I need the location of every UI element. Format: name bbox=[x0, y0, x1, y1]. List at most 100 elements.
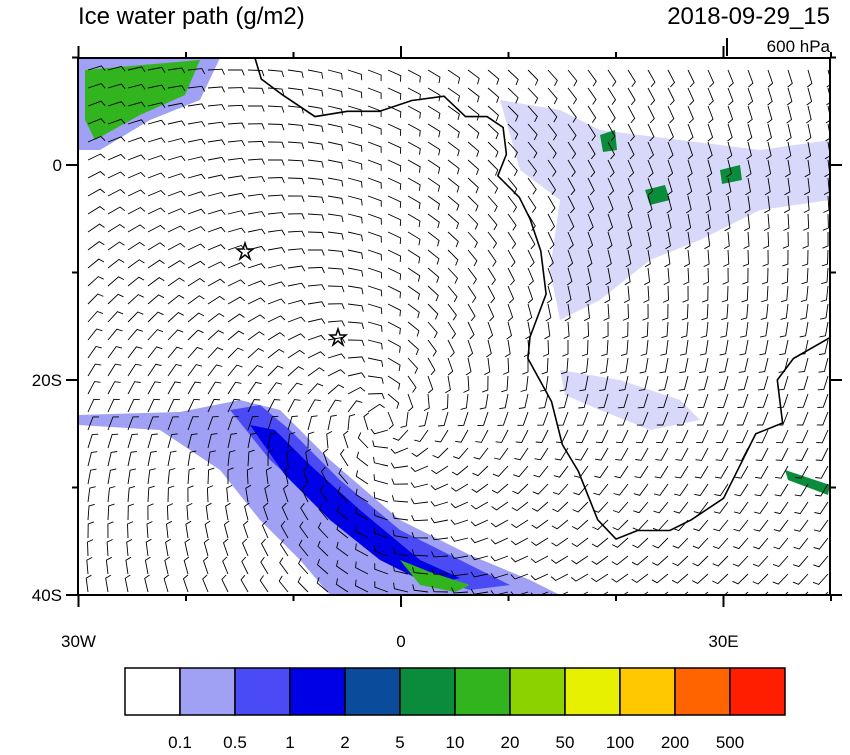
wind-barb bbox=[717, 393, 729, 408]
wind-barb bbox=[107, 206, 126, 215]
wind-barb bbox=[550, 573, 569, 582]
wind-barb bbox=[327, 159, 344, 169]
wind-barb bbox=[626, 231, 632, 250]
wind-barb bbox=[287, 213, 305, 220]
colorbar-label: 500 bbox=[716, 733, 744, 750]
wind-barb bbox=[627, 213, 633, 232]
wind-barb bbox=[347, 159, 363, 170]
wind-barb bbox=[567, 159, 576, 177]
wind-barb bbox=[407, 357, 419, 374]
colorbar-box bbox=[344, 667, 401, 716]
wind-barb bbox=[225, 502, 231, 521]
wind-barb bbox=[374, 563, 389, 575]
wind-barb bbox=[797, 393, 809, 408]
wind-barb bbox=[279, 557, 289, 575]
wind-barb bbox=[387, 375, 401, 390]
wind-barb bbox=[367, 69, 382, 81]
wind-barb bbox=[411, 566, 429, 575]
wind-barb bbox=[207, 347, 224, 359]
wind-barb bbox=[207, 416, 219, 431]
wind-barb bbox=[87, 503, 95, 521]
wind-barb bbox=[207, 330, 224, 341]
wind-barb bbox=[631, 573, 649, 584]
wind-barb bbox=[227, 296, 246, 305]
wind-barb bbox=[267, 415, 279, 431]
wind-barb bbox=[127, 101, 146, 108]
wind-barb bbox=[792, 573, 809, 585]
wind-barb bbox=[583, 303, 590, 322]
wind-barb bbox=[567, 231, 574, 250]
wind-barb bbox=[471, 483, 489, 493]
wind-barb bbox=[203, 538, 210, 557]
wind-barb bbox=[307, 383, 324, 395]
wind-barb bbox=[355, 488, 369, 503]
wind-barb bbox=[87, 539, 94, 557]
wind-barb bbox=[317, 522, 329, 539]
wind-barb bbox=[247, 211, 266, 218]
wind-barb bbox=[411, 549, 429, 557]
wind-barb bbox=[267, 432, 277, 449]
wind-barb bbox=[87, 521, 94, 539]
wind-barb bbox=[187, 121, 206, 127]
wind-barb bbox=[735, 465, 749, 479]
wind-barb bbox=[716, 429, 729, 444]
wind-barb bbox=[373, 474, 389, 485]
wind-barb bbox=[279, 539, 289, 557]
wind-barb bbox=[562, 340, 569, 357]
wind-barb bbox=[184, 538, 191, 557]
wind-barb bbox=[387, 321, 401, 335]
wind-barb bbox=[447, 249, 459, 266]
wind-barb bbox=[707, 123, 714, 142]
wind-barb bbox=[227, 347, 244, 359]
wind-barb bbox=[347, 123, 363, 135]
wind-barb bbox=[87, 468, 97, 485]
wind-barb bbox=[587, 177, 595, 196]
wind-barb bbox=[147, 242, 166, 251]
wind-barb bbox=[87, 171, 106, 179]
map-frame bbox=[77, 57, 831, 596]
wind-barb bbox=[391, 478, 409, 485]
wind-barb bbox=[147, 277, 165, 287]
wind-barb bbox=[784, 159, 791, 178]
wind-barb bbox=[603, 303, 610, 321]
wind-barb bbox=[427, 303, 439, 320]
wind-barb bbox=[183, 556, 190, 575]
wind-barb bbox=[484, 357, 491, 376]
wind-barb bbox=[357, 432, 369, 449]
wind-barb bbox=[167, 363, 182, 377]
wind-barb bbox=[164, 556, 171, 575]
wind-barb bbox=[652, 519, 669, 531]
wind-barb bbox=[453, 447, 469, 460]
wind-barb bbox=[407, 213, 421, 228]
wind-barb bbox=[794, 483, 809, 497]
wind-barb bbox=[127, 346, 143, 359]
wind-barb bbox=[666, 195, 673, 214]
wind-barb bbox=[308, 249, 325, 256]
colorbar-label: 1 bbox=[285, 733, 294, 750]
wind-barb bbox=[450, 553, 469, 559]
wind-barb bbox=[287, 282, 306, 289]
wind-barb bbox=[720, 321, 729, 338]
wind-barb bbox=[594, 465, 609, 479]
wind-barb bbox=[578, 393, 589, 409]
wind-barb bbox=[817, 393, 829, 408]
wind-barb bbox=[631, 555, 649, 566]
wind-barb bbox=[651, 555, 669, 566]
wind-barb bbox=[773, 519, 789, 532]
wind-barb bbox=[707, 87, 714, 106]
wind-barb bbox=[336, 541, 349, 557]
wind-barb bbox=[527, 285, 534, 304]
wind-barb bbox=[187, 433, 198, 449]
wind-barb bbox=[530, 555, 549, 564]
wind-barb bbox=[802, 231, 809, 249]
wind-barb bbox=[87, 363, 102, 377]
wind-barb bbox=[796, 411, 809, 426]
wind-barb bbox=[167, 67, 186, 74]
colorbar-box bbox=[454, 667, 511, 716]
wind-barb bbox=[721, 303, 729, 321]
wind-barb bbox=[565, 285, 572, 304]
wind-barb bbox=[167, 381, 181, 395]
wind-barb bbox=[87, 398, 100, 413]
wind-barb bbox=[607, 123, 616, 142]
wind-barb bbox=[607, 231, 613, 250]
